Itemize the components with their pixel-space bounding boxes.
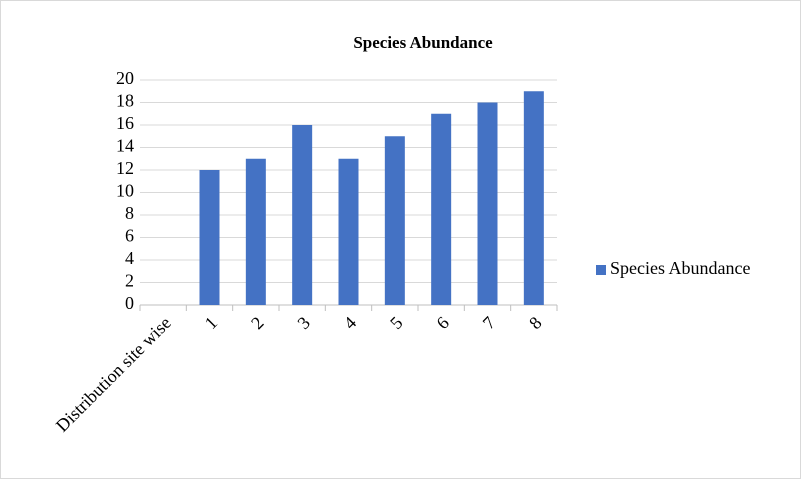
bar bbox=[477, 102, 498, 305]
bar bbox=[245, 158, 266, 305]
y-tick-label: 12 bbox=[116, 158, 134, 178]
y-tick-label: 20 bbox=[116, 68, 134, 88]
legend-label: Species Abundance bbox=[610, 258, 750, 278]
y-tick-label: 10 bbox=[116, 181, 134, 201]
bar bbox=[431, 113, 452, 305]
y-tick-label: 2 bbox=[125, 271, 134, 291]
y-tick-label: 0 bbox=[125, 293, 134, 313]
bar bbox=[523, 91, 544, 305]
bar bbox=[199, 170, 220, 305]
y-tick-label: 4 bbox=[125, 248, 134, 268]
y-tick-label: 16 bbox=[116, 113, 134, 133]
y-tick-label: 18 bbox=[116, 91, 134, 111]
legend-swatch bbox=[596, 265, 606, 275]
bar bbox=[292, 125, 313, 305]
bar bbox=[384, 136, 405, 305]
y-tick-label: 8 bbox=[125, 203, 134, 223]
bar bbox=[338, 158, 359, 305]
y-tick-label: 14 bbox=[116, 136, 134, 156]
chart-title: Species Abundance bbox=[353, 33, 493, 52]
y-tick-label: 6 bbox=[125, 226, 134, 246]
